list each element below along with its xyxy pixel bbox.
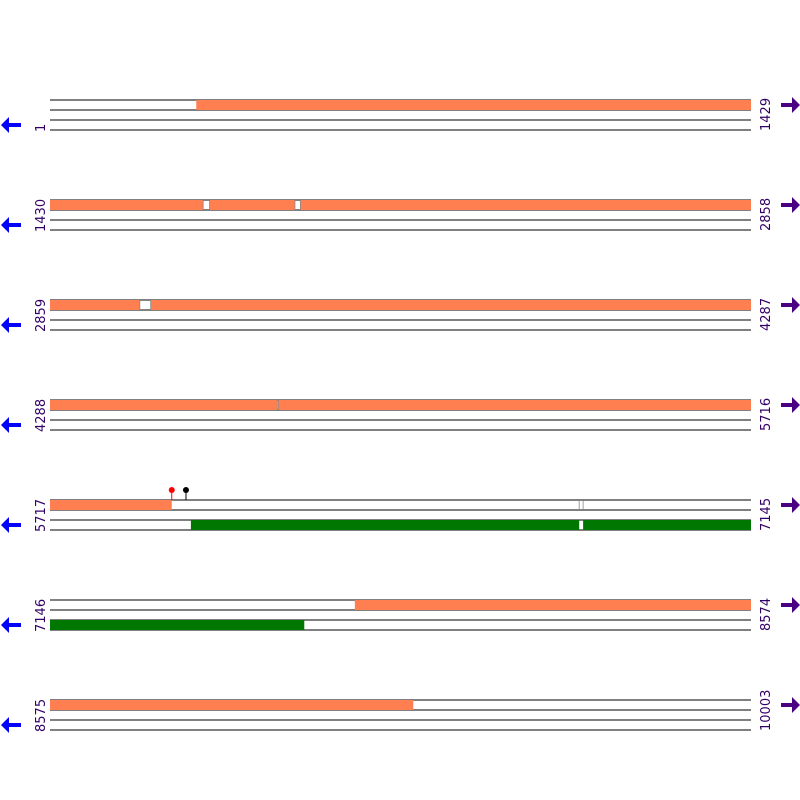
end-position-label: 1429: [759, 98, 774, 131]
feature-bar: [354, 600, 751, 610]
feature-bar: [50, 300, 140, 310]
feature-bar: [209, 200, 295, 210]
start-position-label: 2859: [34, 299, 49, 332]
row-5: 5717 7145: [1, 487, 800, 533]
forward-arrow-icon: [781, 97, 800, 113]
forward-arrow-icon: [781, 697, 800, 713]
feature-bar: [50, 500, 172, 510]
reverse-feature-bar: [190, 520, 580, 530]
feature-bar: [196, 100, 751, 110]
feature-bar: [278, 400, 751, 410]
feature-bar: [300, 200, 751, 210]
row-6: 7146 8574: [1, 597, 800, 633]
reverse-arrow-icon: [1, 417, 21, 433]
forward-arrow-icon: [781, 397, 800, 413]
rows-layer: 1 1429 1430 2858 2859 4287 4288 5716 5717 7145 714…: [1, 97, 800, 733]
end-position-label: 8574: [759, 598, 774, 631]
reverse-feature-bar: [583, 520, 751, 530]
feature-bar: [150, 300, 751, 310]
reverse-arrow-icon: [1, 317, 21, 333]
reverse-arrow-icon: [1, 517, 21, 533]
row-3: 2859 4287: [1, 297, 800, 333]
gap-box: [202, 200, 210, 210]
marker-head: [168, 487, 175, 493]
end-position-label: 7145: [759, 498, 774, 531]
marker-head: [182, 487, 189, 493]
end-position-label: 4287: [759, 298, 774, 331]
feature-bar: [50, 700, 414, 710]
reverse-arrow-icon: [1, 217, 21, 233]
reverse-feature-bar: [50, 620, 305, 630]
forward-arrow-icon: [781, 197, 800, 213]
row-7: 8575 10003: [1, 690, 800, 733]
reverse-arrow-icon: [1, 717, 21, 733]
start-position-label: 5717: [34, 499, 49, 532]
row-1: 1 1429: [1, 97, 800, 133]
gap-box: [294, 200, 301, 210]
row-2: 1430 2858: [1, 197, 800, 233]
row-4: 4288 5716: [1, 397, 800, 433]
gap-box: [139, 300, 152, 310]
reverse-arrow-icon: [1, 117, 21, 133]
start-position-label: 4288: [34, 399, 49, 432]
start-position-label: 1: [34, 124, 49, 132]
forward-arrow-icon: [781, 497, 800, 513]
reverse-arrow-icon: [1, 617, 21, 633]
start-position-label: 7146: [34, 599, 49, 632]
start-position-label: 8575: [34, 699, 49, 732]
end-position-label: 2858: [759, 198, 774, 231]
end-position-label: 5716: [759, 398, 774, 431]
forward-arrow-icon: [781, 297, 800, 313]
gap-box: [276, 400, 279, 410]
forward-arrow-icon: [781, 597, 800, 613]
start-position-label: 1430: [34, 199, 49, 232]
gap-box: [578, 500, 584, 510]
end-position-label: 10003: [759, 690, 774, 731]
feature-bar: [50, 400, 278, 410]
feature-bar: [50, 200, 204, 210]
